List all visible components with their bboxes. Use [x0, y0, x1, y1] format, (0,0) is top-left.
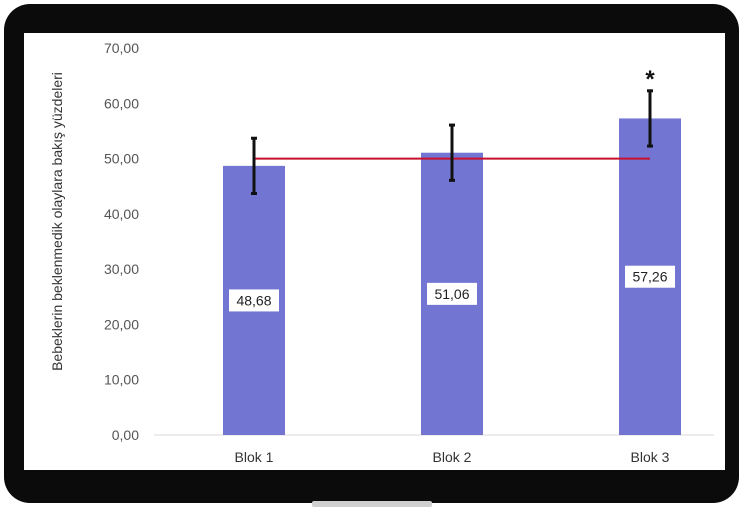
y-tick-label: 10,00 [104, 372, 139, 388]
error-bars [251, 89, 653, 196]
annotations: * [645, 66, 655, 93]
significance-marker: * [645, 66, 655, 93]
x-tick-label: Blok 2 [433, 449, 472, 465]
y-tick-label: 20,00 [104, 316, 139, 332]
y-tick-label: 40,00 [104, 206, 139, 222]
bar-chart: 0,0010,0020,0030,0040,0050,0060,0070,00 … [49, 40, 714, 465]
y-tick-label: 30,00 [104, 261, 139, 277]
data-label: 51,06 [434, 286, 469, 302]
chart-screen: 0,00 10,00 20,00 30,00 40,00 50,00 60,00 70,00 … [24, 33, 725, 470]
y-tick-label: 60,00 [104, 95, 139, 111]
x-tick-label: Blok 3 [631, 449, 670, 465]
y-tick-label: 70,00 [104, 40, 139, 56]
device-stand [312, 501, 432, 507]
data-label-box [427, 282, 477, 305]
y-tick-label: 50,00 [104, 151, 139, 167]
x-tick-label: Blok 1 [235, 449, 274, 465]
y-axis-ticks: 0,00 10,00 20,00 30,00 40,00 50,00 60,00 70,00 [104, 40, 139, 443]
data-label-box [625, 265, 675, 288]
y-tick-label: 0,00 [112, 427, 139, 443]
data-label: 57,26 [632, 269, 667, 285]
x-axis-categories: Blok 1 Blok 2 Blok 3 [235, 449, 670, 465]
y-axis-label: Bebeklerin beklenmedik olaylara bakış yü… [49, 72, 65, 371]
data-labels: 48,68 51,06 57,26 [229, 265, 675, 312]
data-label: 48,68 [236, 292, 271, 308]
data-label-box [229, 289, 279, 312]
